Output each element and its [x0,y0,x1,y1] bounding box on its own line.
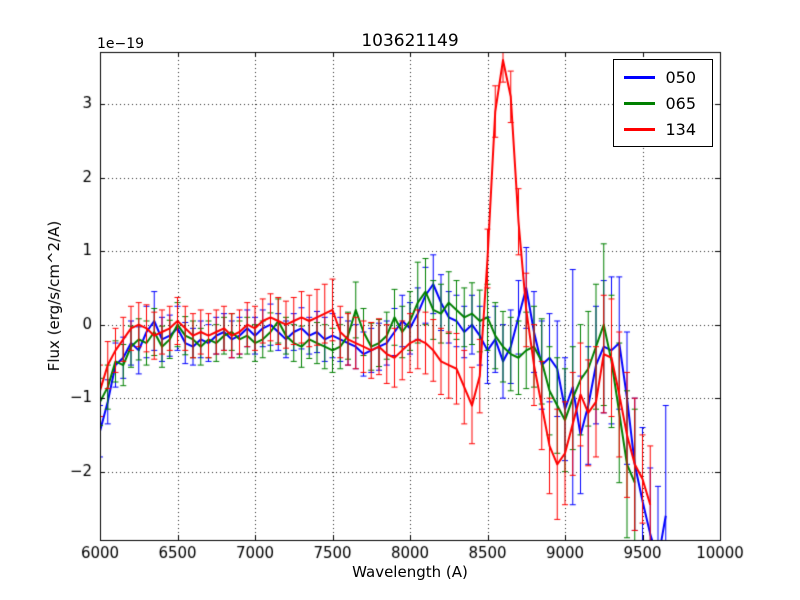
legend-label: 065 [665,93,696,113]
legend-item-065: 065 [624,92,696,114]
y-axis-offset-label: 1e−19 [97,36,145,52]
legend-label: 050 [665,67,696,87]
x-axis-label: Wavelength (A) [352,563,468,581]
y-axis-label: Flux (erg/s/cm^2/A) [45,220,63,372]
legend-line-swatch [624,127,656,131]
legend: 050 065 134 [613,59,713,147]
legend-item-050: 050 [624,66,696,88]
legend-item-134: 134 [624,118,696,140]
legend-label: 134 [665,119,696,139]
chart-title: 103621149 [361,31,459,51]
legend-line-swatch [624,75,656,79]
legend-line-swatch [624,101,656,105]
